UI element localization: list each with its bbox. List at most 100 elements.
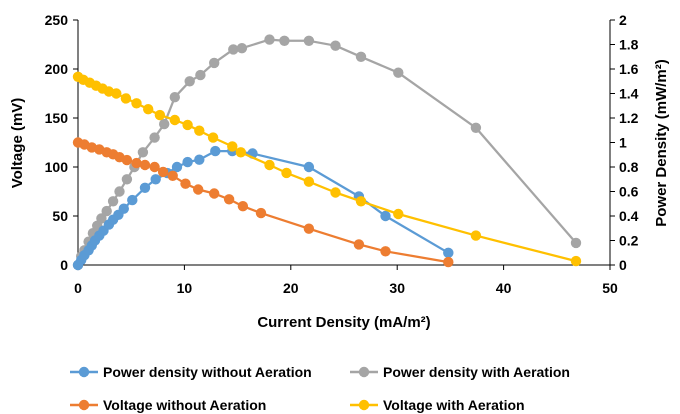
series-layer xyxy=(72,34,582,271)
y2-tick-label: 0 xyxy=(619,257,627,273)
y-tick-label: 0 xyxy=(60,257,68,273)
legend-label: Voltage without Aeration xyxy=(103,397,266,413)
axes: 0 10 20 30 40 5005010015020025000.20.40.60.81… xyxy=(45,12,639,296)
y2-tick-label: 0.8 xyxy=(619,159,639,175)
data-point xyxy=(209,188,220,199)
legend-entry: Voltage with Aeration xyxy=(350,397,525,413)
data-point xyxy=(330,40,341,51)
data-point xyxy=(209,57,220,69)
data-point xyxy=(121,174,133,185)
data-point xyxy=(264,159,275,171)
data-point xyxy=(120,93,132,104)
legend-marker xyxy=(78,366,90,378)
data-point xyxy=(169,114,180,126)
data-point xyxy=(223,194,235,205)
y2-tick-label: 1.8 xyxy=(619,37,639,53)
series-voltage-without-aeration xyxy=(72,137,454,268)
data-point xyxy=(149,132,160,143)
data-point xyxy=(330,187,341,198)
data-point xyxy=(118,203,129,214)
data-point xyxy=(264,34,275,45)
data-point xyxy=(96,213,107,224)
y-tick-label: 200 xyxy=(45,61,69,77)
data-point xyxy=(182,119,193,131)
data-point xyxy=(443,256,454,268)
data-point xyxy=(180,178,191,189)
data-point xyxy=(210,145,221,157)
data-point xyxy=(236,43,248,54)
y2-tick-label: 0.2 xyxy=(619,233,639,249)
data-point xyxy=(169,92,180,103)
data-point xyxy=(470,230,482,241)
data-point xyxy=(207,132,219,143)
y2-tick-label: 2 xyxy=(619,12,627,28)
data-point xyxy=(353,239,365,250)
y-tick-label: 50 xyxy=(52,208,68,224)
data-point xyxy=(303,35,315,46)
legend-label: Voltage with Aeration xyxy=(383,397,525,413)
data-point xyxy=(114,186,125,197)
data-point xyxy=(111,88,122,99)
y-tick-label: 150 xyxy=(45,110,69,126)
data-point xyxy=(137,147,149,158)
legend-label: Power density with Aeration xyxy=(383,364,570,380)
legend-marker xyxy=(358,366,370,378)
y-tick-label: 100 xyxy=(45,159,69,175)
data-point xyxy=(101,205,112,217)
data-point xyxy=(443,247,454,258)
data-point xyxy=(150,174,161,185)
data-point xyxy=(355,196,367,207)
data-point xyxy=(127,194,138,206)
data-point xyxy=(157,166,169,178)
series-voltage-with-aeration xyxy=(72,71,582,267)
data-point xyxy=(139,182,151,193)
y2-tick-label: 1.2 xyxy=(619,110,639,126)
y2-tick-label: 0.6 xyxy=(619,184,639,200)
data-point xyxy=(159,118,170,130)
legend-label: Power density without Aeration xyxy=(103,364,312,380)
data-point xyxy=(143,104,154,115)
x-tick-label: 10 xyxy=(177,280,193,296)
data-point xyxy=(380,246,391,257)
data-point xyxy=(237,201,249,212)
y-axis-title: Voltage (mV) xyxy=(9,98,26,189)
data-point xyxy=(570,237,582,249)
series-line xyxy=(76,38,577,266)
data-point xyxy=(171,161,183,173)
data-point xyxy=(228,44,239,55)
legend: Power density without Aeration Power dens… xyxy=(70,364,570,413)
data-point xyxy=(193,184,204,195)
data-point xyxy=(154,109,166,121)
data-point xyxy=(195,69,206,81)
data-point xyxy=(281,167,292,179)
data-point xyxy=(107,196,119,207)
data-point xyxy=(194,125,205,136)
data-point xyxy=(255,207,267,219)
data-point xyxy=(131,98,142,109)
data-point xyxy=(393,208,404,220)
data-point xyxy=(303,161,315,173)
y2-tick-label: 1 xyxy=(619,135,627,151)
data-point xyxy=(380,210,391,222)
data-point xyxy=(570,255,582,267)
legend-entry: Power density with Aeration xyxy=(350,364,570,380)
data-point xyxy=(121,154,133,166)
data-point xyxy=(235,147,246,158)
legend-marker xyxy=(358,399,370,411)
x-axis-title: Current Density (mA/m²) xyxy=(257,314,430,331)
legend-entry: Power density without Aeration xyxy=(70,364,312,380)
data-point xyxy=(184,76,195,87)
data-point xyxy=(470,122,482,133)
data-point xyxy=(279,35,290,46)
data-point xyxy=(139,159,151,171)
legend-marker xyxy=(78,399,90,411)
y2-tick-label: 1.4 xyxy=(619,86,639,102)
data-point xyxy=(194,154,205,165)
x-tick-label: 40 xyxy=(496,280,512,296)
y2-axis-title: Power Density (mW/m²) xyxy=(653,59,670,227)
data-point xyxy=(149,161,160,173)
x-tick-label: 50 xyxy=(602,280,618,296)
data-point xyxy=(393,67,404,78)
data-point xyxy=(303,223,315,234)
